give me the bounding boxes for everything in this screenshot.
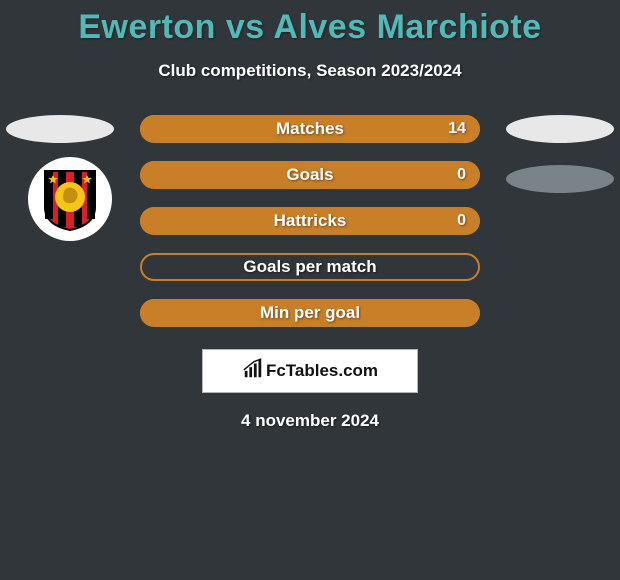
stat-bar: Matches 14 bbox=[140, 115, 480, 143]
date-text: 4 november 2024 bbox=[0, 411, 620, 431]
club-shield-icon bbox=[41, 167, 99, 231]
player-left-placeholder bbox=[6, 115, 114, 143]
stat-value: 0 bbox=[457, 166, 466, 184]
brand-chart-icon bbox=[242, 358, 264, 385]
club-badge bbox=[28, 157, 112, 241]
player-right-placeholder-1 bbox=[506, 115, 614, 143]
stat-label: Min per goal bbox=[260, 303, 360, 323]
stat-bar: Hattricks 0 bbox=[140, 207, 480, 235]
page-title: Ewerton vs Alves Marchiote bbox=[0, 0, 620, 47]
stats-area: Matches 14 Goals 0 Hattricks 0 Goals per match… bbox=[0, 115, 620, 327]
stat-label: Goals per match bbox=[243, 257, 376, 277]
brand-text: FcTables.com bbox=[266, 361, 378, 381]
stat-value: 14 bbox=[448, 120, 466, 138]
player-right-placeholder-2 bbox=[506, 165, 614, 193]
subtitle: Club competitions, Season 2023/2024 bbox=[0, 61, 620, 81]
stat-bar: Goals 0 bbox=[140, 161, 480, 189]
stat-value: 0 bbox=[457, 212, 466, 230]
stat-label: Hattricks bbox=[274, 211, 347, 231]
stat-bars: Matches 14 Goals 0 Hattricks 0 Goals per match… bbox=[140, 115, 480, 327]
stat-bar: Min per goal bbox=[140, 299, 480, 327]
stat-label: Matches bbox=[276, 119, 344, 139]
stat-bar: Goals per match bbox=[140, 253, 480, 281]
brand-box: FcTables.com bbox=[202, 349, 418, 393]
stat-label: Goals bbox=[286, 165, 333, 185]
